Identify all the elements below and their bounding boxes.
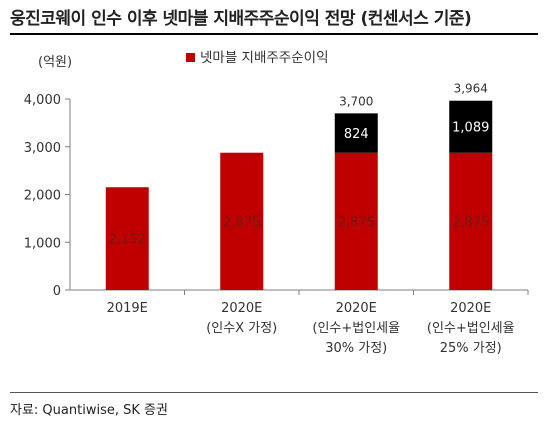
bar-increment [449,100,493,153]
bar-increment-label: 824 [344,127,369,142]
bar-base-label: 2,875 [452,215,489,230]
title-divider [10,33,538,35]
y-axis-unit-label: (억원) [38,55,72,70]
y-tick-label: 1,000 [24,236,61,251]
bar-base [105,187,149,290]
x-tick-label: 2020E [221,301,262,316]
bar-base-label: 2,875 [338,215,375,230]
bar-base [449,152,493,290]
x-tick-label: 2020E [336,301,377,316]
bar-total-label: 3,964 [454,82,488,96]
x-tick-label: (인수+법인세율 [427,321,515,336]
y-tick-label: 2,000 [24,189,61,204]
x-tick-label: 30% 가정) [325,341,387,356]
bar-chart: (억원) 넷마블 지배주주순이익 0 1,000 2,000 3,000 4,000 2,… [24,50,529,356]
y-tick-label: 0 [53,284,61,299]
y-tick-label: 3,000 [24,141,61,156]
legend-swatch [186,53,195,62]
source-note: 자료: Quantiwise, SK 증권 [10,403,168,418]
x-tick-label: 2020E [450,301,491,316]
plot-area: 0 1,000 2,000 3,000 4,000 2,152 2019E 2,875 2020… [24,82,529,356]
bar-base [334,152,378,290]
x-tick-label: 25% 가정) [440,341,502,356]
x-tick-label: (인수+법인세율 [312,321,400,336]
chart-title: 웅진코웨이 인수 이후 넷마블 지배주주순이익 전망 (컨센서스 기준) [10,9,472,29]
x-tick-label: 2019E [107,301,148,316]
legend-label: 넷마블 지배주주순이익 [200,50,329,66]
bar-increment [334,113,378,153]
source-divider [10,392,538,393]
bar-base-label: 2,152 [109,233,146,248]
bar-increment-label: 1,089 [452,121,489,136]
x-tick-label: (인수X 가정) [206,321,277,336]
bar-base [220,152,264,290]
bar-total-label: 3,700 [339,94,373,108]
y-tick-label: 4,000 [24,93,61,108]
bar-base-label: 2,875 [223,215,260,230]
